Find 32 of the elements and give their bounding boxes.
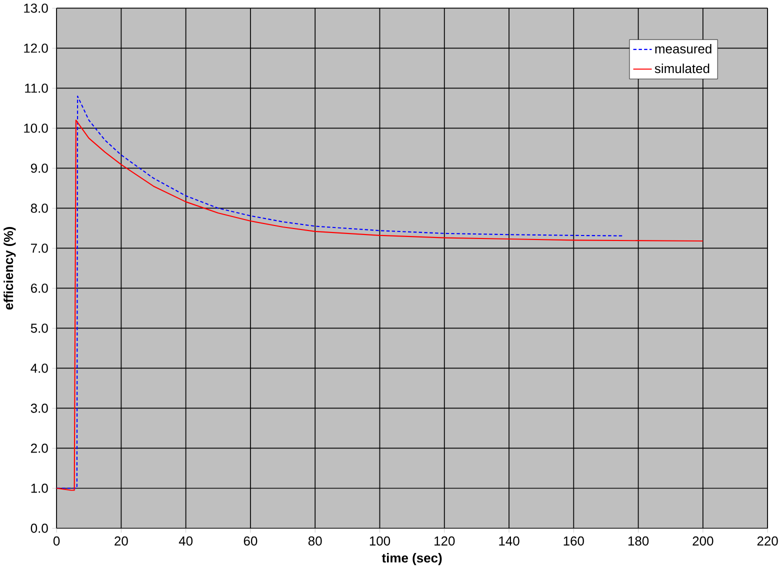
line-series	[56, 120, 704, 491]
y-tick-label: 10.0	[24, 124, 48, 133]
x-tick-label: 200	[692, 536, 714, 546]
x-tick-label: 140	[499, 536, 520, 546]
x-tick-label: 0	[53, 536, 60, 546]
x-tick-label: 120	[434, 536, 455, 546]
y-tick-label: 5.0	[30, 324, 48, 333]
x-tick-label: 180	[628, 536, 649, 546]
x-tick-label: 80	[308, 536, 322, 546]
y-axis-title: efficiency (%)	[4, 227, 16, 310]
x-tick-label: 60	[244, 536, 258, 546]
x-tick-label: 220	[757, 536, 778, 546]
y-tick-label: 11.0	[25, 84, 48, 93]
y-tick-label: 2.0	[30, 444, 48, 453]
x-tick-label: 100	[370, 536, 390, 546]
legend-label: measured	[655, 44, 712, 54]
y-tick-label: 1.0	[31, 484, 48, 493]
y-tick-label: 3.0	[30, 404, 48, 413]
line-series	[56, 96, 623, 489]
y-tick-label: 12.0	[24, 44, 48, 53]
y-tick-label: 8.0	[30, 204, 48, 213]
x-axis-title: time (sec)	[382, 553, 442, 566]
x-tick-label: 40	[178, 536, 193, 546]
y-tick-label: 7.0	[31, 244, 48, 253]
legend-label: simulated	[654, 64, 710, 74]
y-tick-label: 6.0	[31, 284, 48, 293]
y-tick-label: 13.0	[24, 4, 48, 13]
x-tick-label: 160	[564, 536, 584, 546]
y-tick-label: 4.0	[30, 364, 48, 373]
y-tick-label: 0.0	[30, 524, 48, 533]
x-tick-label: 20	[114, 536, 128, 546]
y-tick-label: 9.0	[30, 164, 48, 173]
